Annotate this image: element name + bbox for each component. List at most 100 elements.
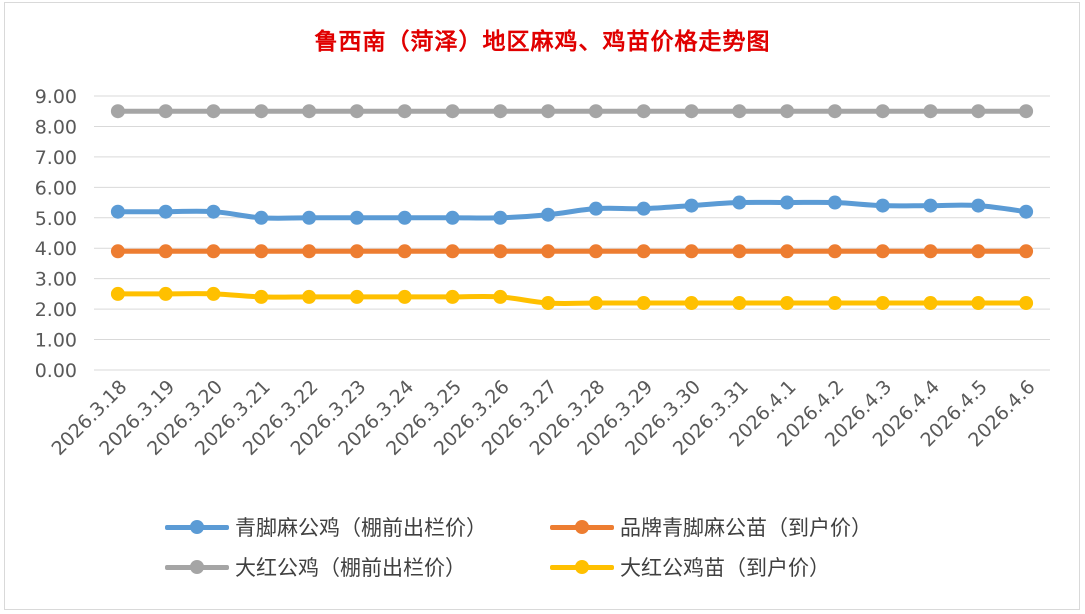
- y-tick-label: 1.00: [35, 330, 77, 352]
- y-tick-label: 4.00: [35, 238, 77, 260]
- data-point: [158, 244, 173, 259]
- data-point: [1019, 204, 1034, 219]
- data-point: [827, 195, 842, 210]
- legend-label: 大红公鸡苗（到户价）: [620, 556, 830, 580]
- data-point: [636, 201, 651, 216]
- data-point: [493, 244, 508, 259]
- data-point: [827, 296, 842, 311]
- legend-item-red-rooster[interactable]: 大红公鸡（棚前出栏价）: [165, 552, 550, 582]
- data-point: [971, 198, 986, 213]
- data-point: [684, 198, 699, 213]
- legend-label: 品牌青脚麻公苗（到户价）: [620, 516, 872, 540]
- data-point: [875, 198, 890, 213]
- data-point: [1019, 244, 1034, 259]
- legend-item-brand-qingjiao-chick[interactable]: 品牌青脚麻公苗（到户价）: [550, 512, 950, 542]
- data-point: [588, 244, 603, 259]
- y-tick-label: 0.00: [35, 360, 77, 382]
- data-point: [541, 244, 556, 259]
- legend-swatch: [550, 520, 614, 534]
- data-point: [732, 195, 747, 210]
- series-3: [110, 286, 1034, 311]
- data-point: [206, 204, 221, 219]
- data-point: [302, 210, 317, 225]
- data-point: [684, 244, 699, 259]
- legend: 青脚麻公鸡（棚前出栏价） 品牌青脚麻公苗（到户价） 大红公鸡（棚前出栏价） 大红…: [165, 512, 985, 582]
- data-point: [541, 207, 556, 222]
- data-point: [349, 289, 364, 304]
- data-point: [541, 104, 556, 119]
- data-point: [684, 296, 699, 311]
- data-point: [588, 296, 603, 311]
- series-line: [115, 199, 1029, 221]
- data-point: [158, 204, 173, 219]
- data-point: [732, 244, 747, 259]
- data-point: [110, 244, 125, 259]
- data-point: [636, 296, 651, 311]
- data-point: [302, 289, 317, 304]
- data-point: [349, 210, 364, 225]
- data-point: [541, 296, 556, 311]
- y-tick-label: 5.00: [35, 208, 77, 230]
- data-point: [254, 244, 269, 259]
- gridlines: [94, 95, 1050, 371]
- data-point: [1019, 104, 1034, 119]
- data-point: [397, 104, 412, 119]
- series-1: [110, 244, 1034, 259]
- data-point: [923, 198, 938, 213]
- data-point: [588, 104, 603, 119]
- data-point: [732, 296, 747, 311]
- data-point: [827, 104, 842, 119]
- legend-swatch: [165, 520, 229, 534]
- data-point: [493, 104, 508, 119]
- data-point: [254, 210, 269, 225]
- data-point: [923, 104, 938, 119]
- x-axis-ticks: 2026.3.182026.3.192026.3.202026.3.212026…: [47, 376, 1039, 460]
- y-tick-label: 9.00: [35, 86, 77, 108]
- data-point: [493, 210, 508, 225]
- data-point: [158, 286, 173, 301]
- legend-label: 青脚麻公鸡（棚前出栏价）: [235, 516, 487, 540]
- legend-item-qingjiao-rooster[interactable]: 青脚麻公鸡（棚前出栏价）: [165, 512, 550, 542]
- legend-item-red-rooster-chick[interactable]: 大红公鸡苗（到户价）: [550, 552, 950, 582]
- data-point: [445, 289, 460, 304]
- data-point: [445, 244, 460, 259]
- data-point: [732, 104, 747, 119]
- data-point: [875, 244, 890, 259]
- data-point: [923, 296, 938, 311]
- data-point: [827, 244, 842, 259]
- y-axis-ticks: 0.00 1.00 2.00 3.00 4.00 5.00 6.00 7.00 8.00 9.00: [35, 86, 77, 382]
- data-point: [302, 104, 317, 119]
- data-point: [397, 289, 412, 304]
- data-point: [493, 289, 508, 304]
- data-point: [971, 244, 986, 259]
- data-point: [110, 204, 125, 219]
- data-point: [206, 244, 221, 259]
- data-point: [110, 286, 125, 301]
- data-point: [971, 296, 986, 311]
- series-2: [110, 104, 1034, 119]
- data-point: [875, 296, 890, 311]
- y-tick-label: 3.00: [35, 269, 77, 291]
- data-point: [445, 210, 460, 225]
- y-tick-label: 2.00: [35, 299, 77, 321]
- legend-swatch: [550, 560, 614, 574]
- data-point: [302, 244, 317, 259]
- legend-label: 大红公鸡（棚前出栏价）: [235, 556, 466, 580]
- data-point: [780, 195, 795, 210]
- data-point: [206, 104, 221, 119]
- data-point: [684, 104, 699, 119]
- chart-title: 鲁西南（菏泽）地区麻鸡、鸡苗价格走势图: [314, 28, 771, 55]
- data-point: [254, 289, 269, 304]
- series-lines: [110, 104, 1034, 311]
- data-point: [445, 104, 460, 119]
- data-point: [397, 210, 412, 225]
- data-point: [349, 244, 364, 259]
- series-0: [110, 195, 1034, 225]
- data-point: [588, 201, 603, 216]
- y-tick-label: 7.00: [35, 147, 77, 169]
- data-point: [923, 244, 938, 259]
- data-point: [397, 244, 412, 259]
- data-point: [971, 104, 986, 119]
- data-point: [780, 296, 795, 311]
